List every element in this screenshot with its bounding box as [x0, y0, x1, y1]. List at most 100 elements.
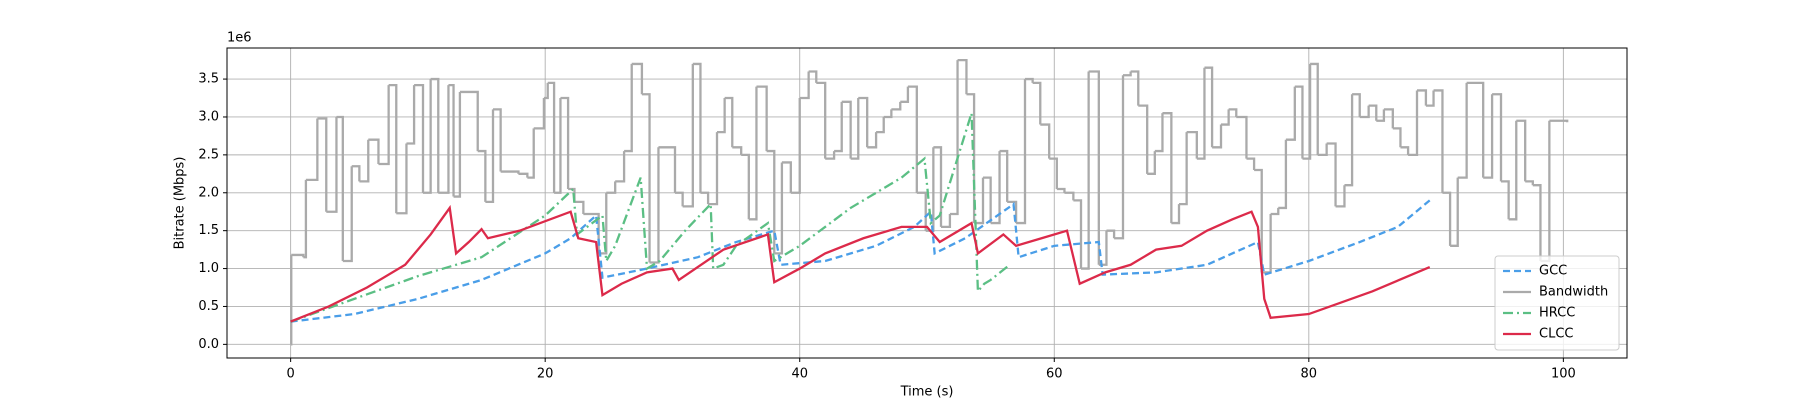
bandwidth-step — [448, 83, 455, 197]
bandwidth-step — [560, 96, 570, 189]
bandwidth-step — [326, 116, 338, 213]
bandwidth-step — [1417, 89, 1428, 106]
bandwidth-step — [1147, 151, 1156, 175]
bandwidth-step — [1532, 184, 1542, 261]
y-tick-label: 3.5 — [198, 72, 219, 87]
bandwidth-step — [825, 151, 836, 160]
bandwidth-step — [1450, 177, 1459, 247]
bandwidth-step — [1138, 104, 1149, 174]
bandwidth-step — [305, 118, 319, 182]
plot-frame — [226, 47, 1628, 359]
bandwidth-step — [1376, 109, 1386, 122]
bandwidth-step — [1228, 108, 1238, 117]
series-line — [290, 112, 1011, 323]
bandwidth-step — [1326, 142, 1337, 207]
bandwidth-step — [933, 146, 943, 227]
bandwidth-step — [547, 81, 556, 193]
bandwidth-step — [907, 85, 918, 193]
bandwidth-step — [1212, 124, 1223, 149]
bandwidth-step — [700, 191, 710, 205]
bandwidth-step — [1236, 115, 1248, 159]
bandwidth-step — [606, 181, 617, 194]
y-tick-label: 3.0 — [198, 109, 219, 124]
bandwidth-step — [916, 191, 927, 231]
bandwidth-step — [1025, 77, 1034, 83]
bandwidth-step — [675, 191, 684, 207]
legend-label: Bandwidth — [1539, 285, 1608, 300]
x-tick-label: 0 — [286, 367, 294, 382]
y-tick-label: 2.0 — [198, 185, 219, 200]
bandwidth-step — [891, 101, 902, 111]
y-tick-label: 2.5 — [198, 147, 219, 162]
legend-box — [1494, 255, 1620, 351]
bandwidth-step — [850, 98, 860, 160]
bandwidth-step — [1088, 70, 1100, 265]
bandwidth-step — [1270, 207, 1280, 216]
bandwidth-step — [1254, 168, 1263, 273]
series-line — [290, 204, 1431, 323]
bandwidth-step — [1508, 120, 1518, 221]
bandwidth-step — [527, 128, 535, 179]
bandwidth-step — [1501, 180, 1510, 220]
legend-label: CLCC — [1539, 327, 1573, 342]
bandwidth-step — [983, 176, 992, 224]
bandwidth-step — [858, 96, 869, 148]
bandwidth-step — [941, 213, 952, 229]
bandwidth-step — [708, 132, 719, 206]
bandwidth-step — [1359, 105, 1370, 119]
legend-label: HRCC — [1539, 306, 1575, 321]
bandwidth-step — [1040, 123, 1051, 159]
bandwidth-step — [396, 143, 408, 215]
bandwidth-step — [1114, 75, 1125, 240]
bandwidth-step — [649, 147, 660, 264]
bandwidth-step — [876, 116, 885, 134]
bandwidth-step — [834, 101, 843, 153]
bandwidth-step — [1179, 132, 1188, 206]
bandwidth-step — [816, 81, 827, 159]
x-axis-label: Time (s) — [900, 385, 954, 400]
bandwidth-step — [1130, 70, 1140, 106]
legend: GCC Bandwidth HRCC CLCC — [1494, 255, 1620, 351]
bandwidth-step — [1064, 191, 1075, 201]
bandwidth-step — [1278, 139, 1288, 210]
bandwidth-step — [378, 85, 390, 166]
bandwidth-step — [1400, 146, 1410, 155]
bandwidth-step — [1056, 187, 1066, 193]
series-line — [290, 199, 1431, 323]
bandwidth-step — [1049, 157, 1058, 189]
y-axis-label: Bitrate (Mbps) — [173, 157, 188, 250]
bandwidth-step — [1261, 213, 1272, 274]
bandwidth-step — [453, 91, 462, 198]
bandwidth-step — [774, 162, 784, 255]
bandwidth-step — [1466, 81, 1485, 178]
bandwidth-step — [1302, 63, 1312, 160]
bandwidth-step — [493, 108, 502, 172]
bandwidth-step — [1106, 229, 1116, 239]
bandwidth-step — [790, 98, 801, 194]
bandwidth-step — [1171, 204, 1181, 225]
bandwidth-step — [1221, 109, 1230, 126]
bandwidth-step — [423, 79, 432, 194]
bandwidth-step — [900, 86, 910, 103]
bandwidth-step — [438, 85, 450, 194]
bandwidth-step — [1081, 71, 1090, 270]
bandwidth-step — [624, 63, 633, 153]
x-tick-label: 20 — [537, 367, 554, 382]
bandwidth-step — [1483, 94, 1494, 179]
bandwidth-step — [1285, 86, 1296, 141]
bandwidth-step — [414, 83, 425, 193]
bandwidth-step — [732, 146, 743, 155]
bandwidth-step — [1032, 81, 1042, 125]
bandwidth-step — [766, 149, 776, 254]
bandwidth-step — [1457, 82, 1468, 179]
bandwidth-step — [1549, 119, 1569, 123]
bandwidth-step — [406, 85, 416, 145]
bandwidth-step — [867, 132, 878, 149]
bandwidth-step — [1335, 185, 1346, 208]
bandwidth-step — [1246, 157, 1256, 171]
x-tick-label: 40 — [791, 367, 808, 382]
bandwidth-step — [574, 200, 585, 214]
bandwidth-step — [533, 98, 546, 130]
bandwidth-step — [1123, 71, 1132, 77]
x-tick-label: 80 — [1301, 367, 1318, 382]
